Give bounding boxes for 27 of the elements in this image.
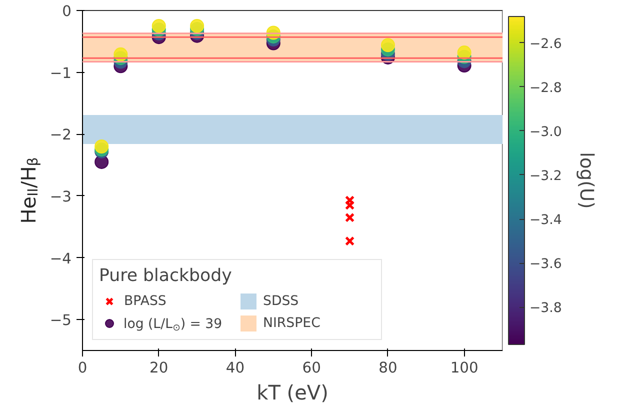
y-tick-label: −1 (50, 64, 72, 82)
y-axis-title: HeII/Hβ (16, 157, 42, 224)
color-bar-label: −3.8 (530, 301, 562, 316)
x-axis-title: kT (eV) (256, 380, 328, 404)
color-bar-label: −2.8 (530, 80, 562, 96)
y-tick-label: −3 (50, 188, 72, 206)
x-tick-label: 0 (78, 360, 88, 376)
color-bar-title: log(U) (576, 152, 596, 209)
legend-title: Pure blackbody (99, 266, 233, 286)
legend-label: SDSS (263, 292, 300, 310)
color-bar-label: −3.2 (530, 168, 562, 184)
y-tick-label: 0 (62, 3, 72, 20)
y-tick-label: −4 (50, 250, 72, 268)
legend-label: log (L/L⊙) = 39 (124, 317, 222, 334)
x-tick-label: 60 (302, 360, 321, 376)
x-tick-label: 80 (378, 360, 398, 376)
y-tick-label: −2 (50, 126, 72, 144)
x-tick-label: 40 (226, 360, 245, 376)
color-bar-label: −3.0 (530, 124, 562, 140)
color-bar-label: −3.4 (530, 213, 562, 228)
x-tick-label: 100 (450, 360, 478, 376)
x-tick-label: 20 (150, 360, 168, 376)
legend-label: NIRSPEC (263, 314, 322, 332)
color-bar-label: −3.6 (530, 257, 562, 272)
y-tick-label: −5 (50, 312, 72, 330)
color-bar-label: −2.6 (530, 36, 562, 52)
legend-label: BPASS (124, 292, 168, 310)
